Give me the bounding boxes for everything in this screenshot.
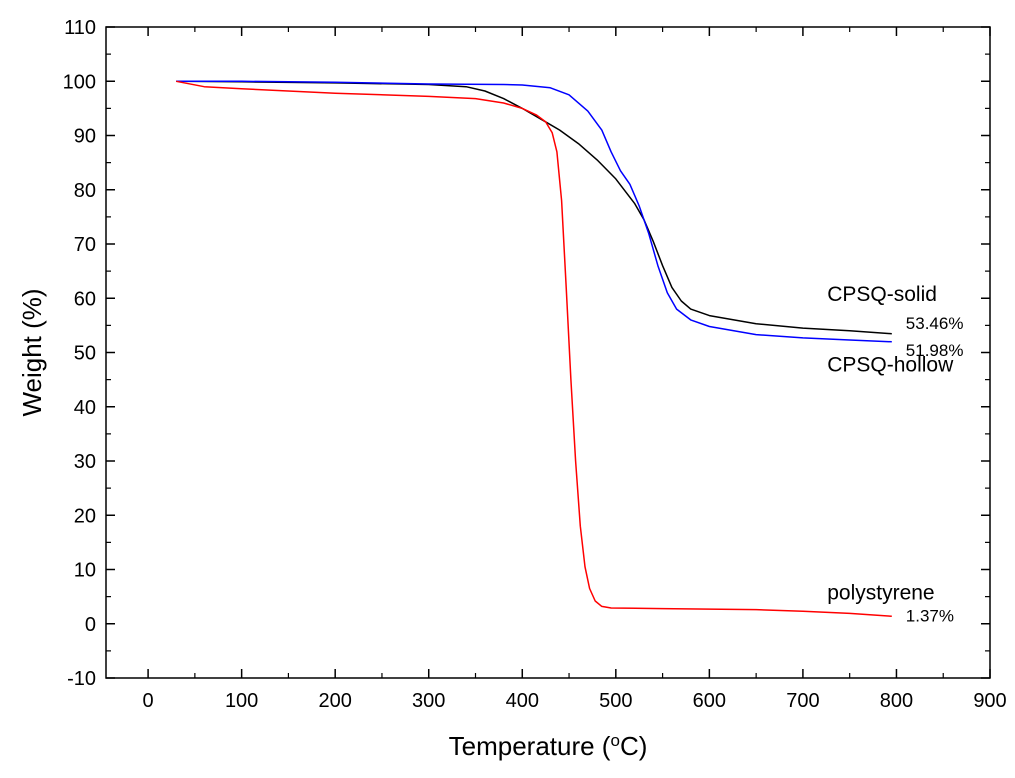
x-axis-title: Temperature (oC) bbox=[449, 731, 648, 762]
y-tick-label: 30 bbox=[74, 451, 96, 473]
x-tick-label: 700 bbox=[786, 690, 819, 712]
x-tick-label: 900 bbox=[973, 690, 1006, 712]
annotations: CPSQ-solid CPSQ-hollow polystyrene 53.46% 51… bbox=[827, 283, 963, 626]
y-tick-label: 100 bbox=[63, 71, 96, 93]
y-tick-label: 10 bbox=[74, 560, 96, 582]
y-tick-label: 70 bbox=[74, 234, 96, 256]
x-tick-label: 100 bbox=[225, 690, 258, 712]
series-annotation: CPSQ-hollow bbox=[827, 353, 954, 376]
series-lines bbox=[176, 80, 892, 618]
series-line-cpsq-solid bbox=[176, 80, 892, 335]
x-axis-title-suffix: C) bbox=[620, 731, 647, 761]
series-line-cpsq-hollow bbox=[176, 80, 892, 343]
end-value-label: 51.98% bbox=[906, 341, 964, 360]
series-annotation: polystyrene bbox=[827, 581, 934, 604]
tick-labels: 0 100 200 300 400 500 600 700 800 900 -10 0 10 20 30 40… bbox=[63, 17, 1007, 712]
y-axis-title: Weight (%) bbox=[17, 288, 47, 416]
y-tick-label: 110 bbox=[64, 17, 96, 39]
y-tick-label: 80 bbox=[74, 180, 96, 202]
y-tick-label: 20 bbox=[74, 505, 96, 527]
x-tick-label: 0 bbox=[143, 690, 154, 712]
x-tick-label: 200 bbox=[318, 690, 351, 712]
y-tick-label: 60 bbox=[74, 288, 96, 310]
x-tick-label: 800 bbox=[880, 690, 913, 712]
y-tick-label: 0 bbox=[85, 614, 96, 636]
x-axis-title-prefix: Temperature ( bbox=[449, 731, 611, 761]
x-tick-label: 300 bbox=[412, 690, 445, 712]
x-tick-label: 500 bbox=[599, 690, 632, 712]
x-axis-title-sup: o bbox=[610, 731, 619, 750]
axis-ticks bbox=[106, 26, 991, 679]
end-value-label: 53.46% bbox=[906, 314, 964, 333]
x-tick-label: 600 bbox=[693, 690, 726, 712]
series-line-polystyrene bbox=[176, 80, 892, 618]
end-value-label: 1.37% bbox=[906, 607, 954, 626]
x-tick-label: 400 bbox=[506, 690, 539, 712]
y-tick-label: 50 bbox=[74, 343, 96, 365]
y-tick-label: 40 bbox=[74, 397, 96, 419]
y-tick-label: 90 bbox=[74, 126, 96, 148]
series-annotation: CPSQ-solid bbox=[827, 283, 937, 306]
y-tick-label: -10 bbox=[67, 668, 96, 690]
